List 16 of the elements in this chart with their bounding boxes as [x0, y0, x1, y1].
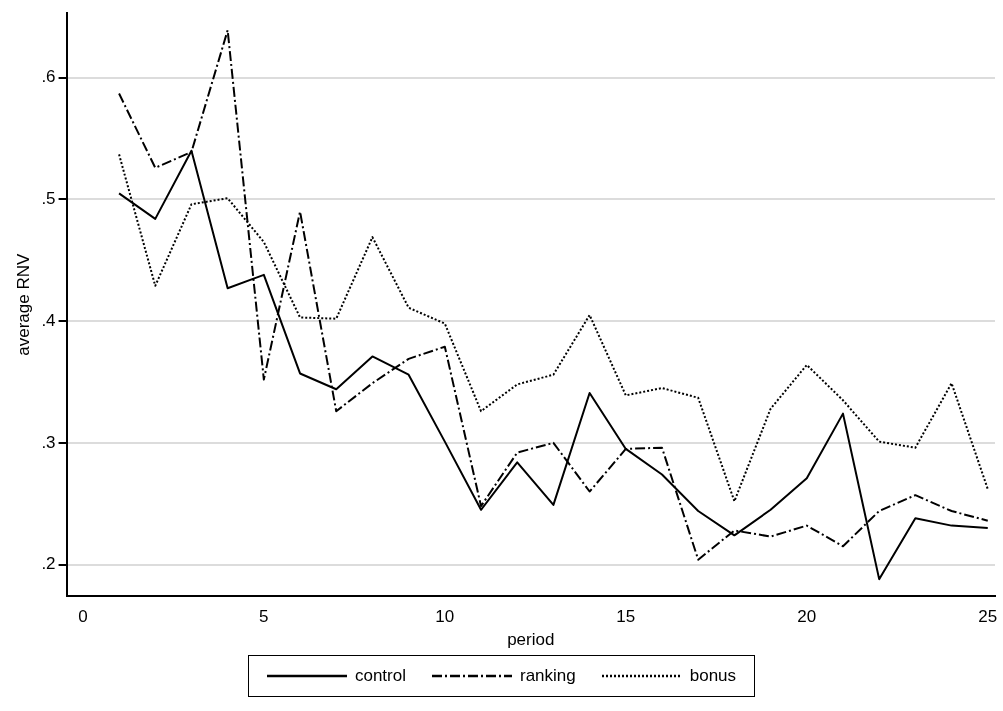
x-tick-label: 10 — [435, 607, 455, 627]
x-axis-title: period — [507, 630, 555, 650]
y-tick-label: .5 — [41, 189, 56, 209]
legend-label: bonus — [689, 666, 737, 686]
x-tick-label: 20 — [797, 607, 817, 627]
y-axis-title: average RNV — [13, 253, 33, 356]
x-tick-label: 15 — [616, 607, 636, 627]
x-tick-label: 0 — [78, 607, 88, 627]
x-tick-label: 25 — [978, 607, 998, 627]
y-tick-label: .6 — [41, 67, 56, 87]
y-tick-label: .2 — [41, 554, 56, 574]
legend-label: ranking — [519, 666, 576, 686]
legend-label: control — [354, 666, 406, 686]
x-tick-label: 5 — [259, 607, 269, 627]
y-tick-label: .3 — [41, 432, 56, 452]
y-tick-label: .4 — [41, 310, 56, 330]
